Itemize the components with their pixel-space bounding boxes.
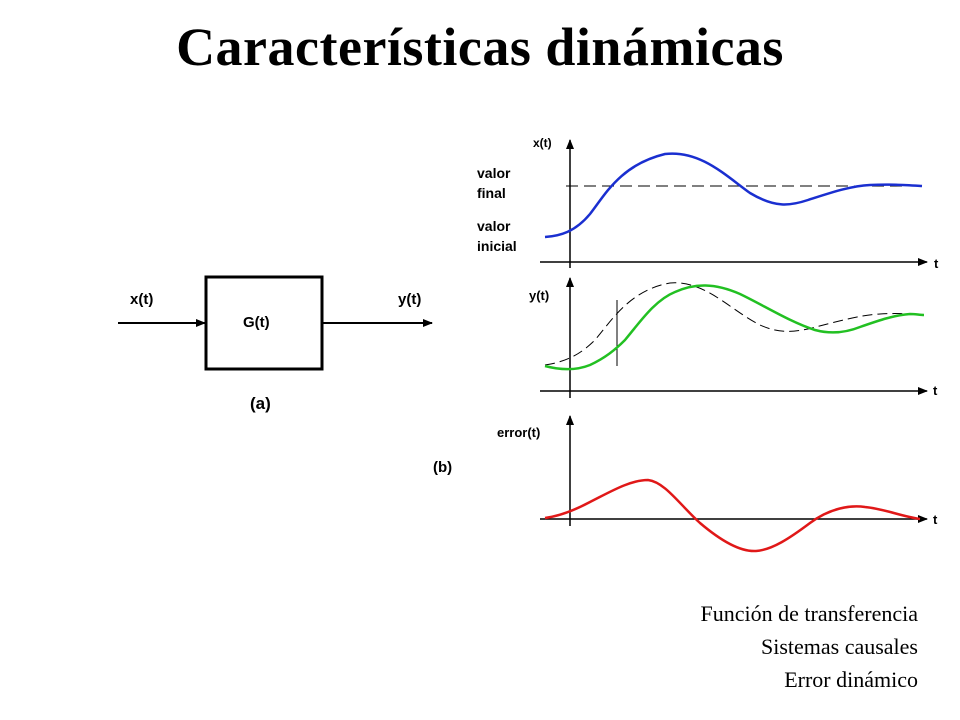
note-transfer-function: Función de transferencia (700, 601, 918, 626)
error-axis-label: error(t) (497, 425, 540, 440)
y-signal-curve (544, 284, 925, 371)
initial-value-label-1: valor (477, 218, 511, 234)
final-value-label-2: final (477, 185, 506, 201)
error-time-label: t (933, 512, 938, 527)
block-diagram: x(t) y(t) G(t) (a) (118, 275, 433, 413)
error-signal-curve (544, 478, 921, 553)
y-axis-label: y(t) (529, 288, 549, 303)
caption-b: (b) (433, 459, 452, 476)
caption-a: (a) (250, 394, 271, 413)
x-time-label: t (934, 256, 939, 271)
input-reference-dashed-curve (544, 282, 923, 366)
x-axis-label: x(t) (533, 136, 552, 150)
initial-value-label-2: inicial (477, 238, 517, 254)
slide-title: Características dinámicas (176, 17, 784, 77)
output-label: y(t) (398, 291, 421, 308)
response-plots: x(t) valor final valor inicial t y(t) t … (433, 136, 939, 553)
transfer-block (204, 275, 324, 371)
input-label: x(t) (130, 291, 153, 308)
y-plot: y(t) t (529, 277, 938, 398)
x-signal-curve (544, 152, 923, 239)
notes-list: Función de transferencia Sistemas causal… (701, 597, 918, 696)
note-dynamic-error: Error dinámico (784, 667, 918, 692)
final-value-label-1: valor (477, 165, 511, 181)
error-plot: error(t) t (497, 415, 938, 553)
note-causal-systems: Sistemas causales (760, 634, 918, 659)
block-label: G(t) (243, 314, 270, 331)
y-time-label: t (933, 383, 938, 398)
x-plot: x(t) valor final valor inicial t (477, 136, 939, 271)
